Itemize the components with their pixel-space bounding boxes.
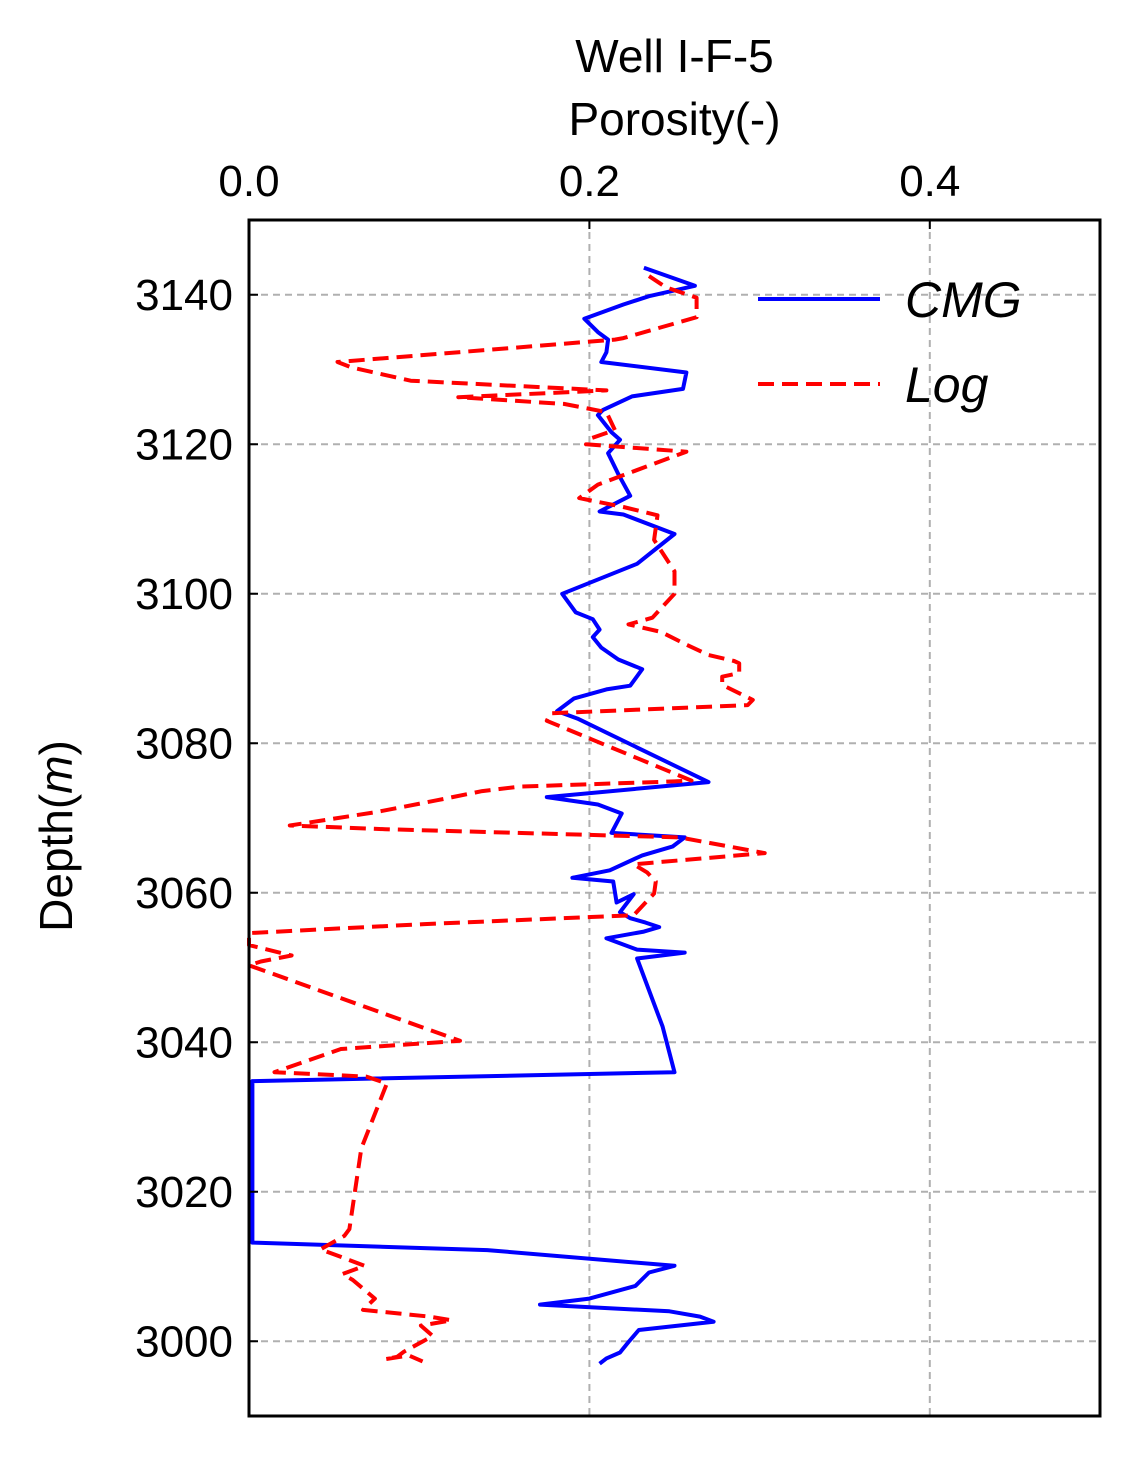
y-tick-label: 3100 — [135, 570, 233, 619]
y-axis-label-suffix: ) — [30, 740, 82, 755]
legend: CMG Log — [758, 272, 1022, 413]
series-line-log — [247, 274, 767, 1364]
series-layer — [247, 265, 767, 1366]
x-tick-label: 0.2 — [559, 157, 620, 206]
axis-ticks: 0.0 0.2 0.4 3000 3020 3040 3060 3080 3100 3120 314… — [135, 157, 960, 1366]
x-tick-label: 0.4 — [899, 157, 960, 206]
y-tick-label: 3060 — [135, 869, 233, 918]
y-axis-label-prefix: Depth( — [30, 793, 82, 932]
legend-label-cmg: CMG — [905, 272, 1022, 328]
y-tick-label: 3120 — [135, 420, 233, 469]
legend-label-log: Log — [905, 357, 989, 413]
y-tick-label: 3020 — [135, 1168, 233, 1217]
y-axis-label-unit: m — [30, 755, 82, 793]
y-axis-label: Depth(m) — [30, 740, 82, 932]
y-tick-label: 3040 — [135, 1018, 233, 1067]
x-tick-label: 0.0 — [218, 157, 279, 206]
series-line-cmg — [250, 265, 716, 1366]
y-tick-label: 3140 — [135, 271, 233, 320]
plot-frame — [247, 218, 1102, 1418]
y-tick-label: 3080 — [135, 719, 233, 768]
y-tick-label: 3000 — [135, 1317, 233, 1366]
chart-title: Well I-F-5 — [575, 30, 774, 82]
x-axis-label: Porosity(-) — [568, 93, 780, 145]
